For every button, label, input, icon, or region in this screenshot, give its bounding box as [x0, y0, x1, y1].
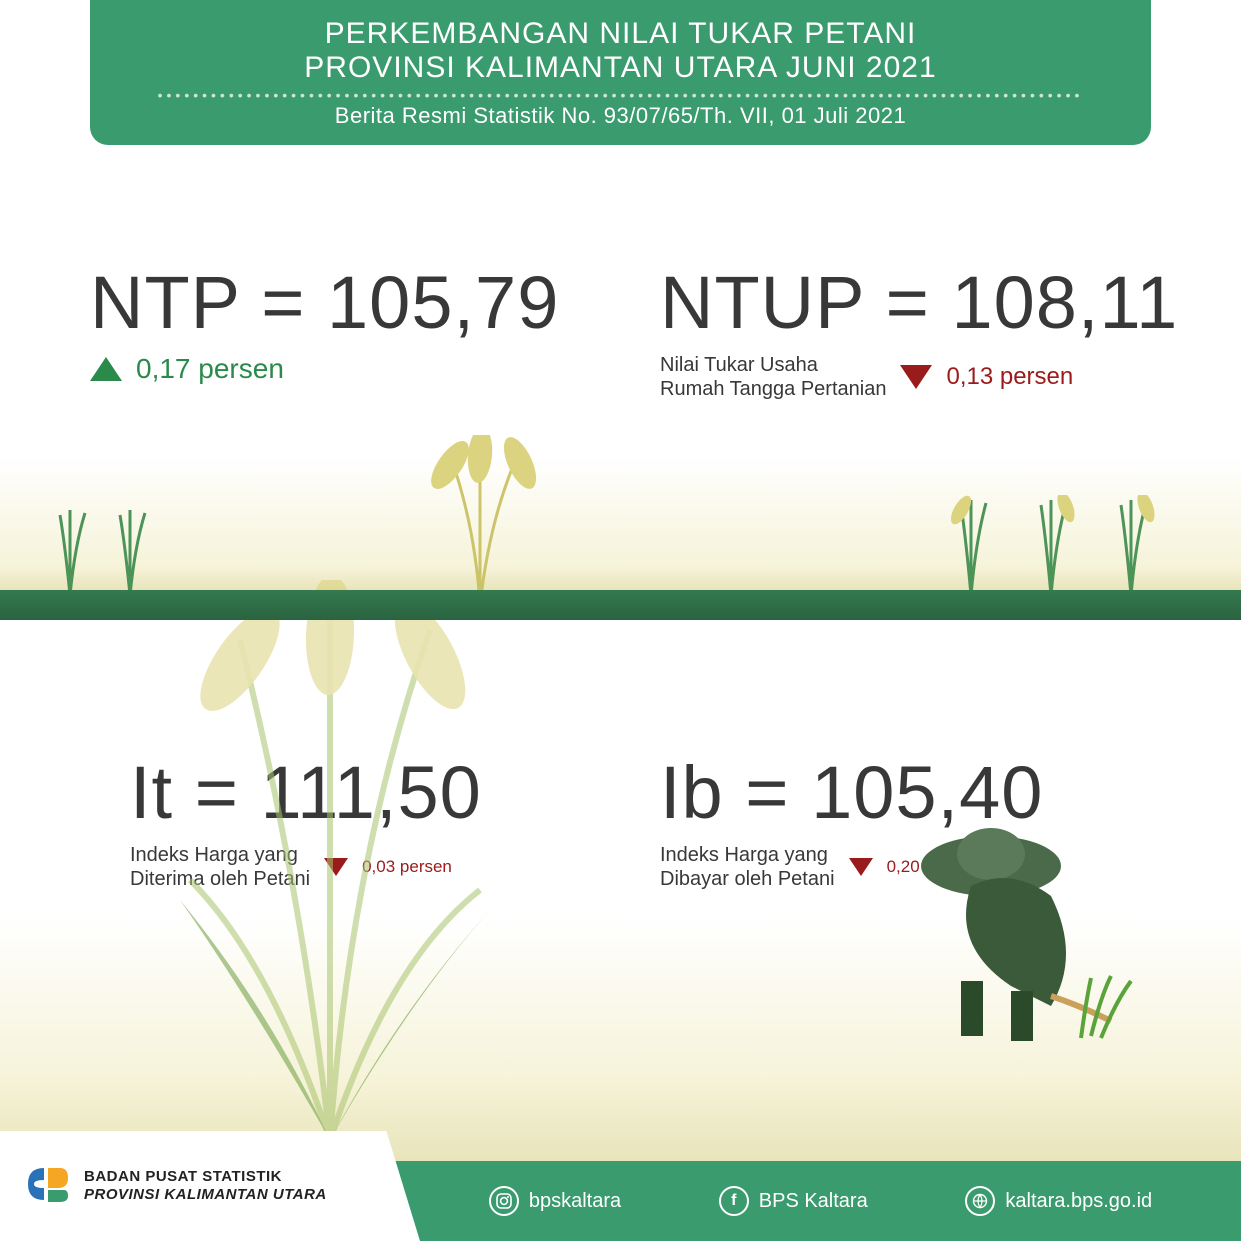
metric-ntup-change-text: 0,13 persen	[946, 363, 1073, 391]
metric-ib-description: Indeks Harga yang Dibayar oleh Petani	[660, 843, 835, 891]
metric-ntp-label: NTP	[90, 261, 240, 344]
triangle-up-icon	[90, 357, 122, 381]
lower-section: It = 111,50 Indeks Harga yang Diterima o…	[0, 620, 1241, 1161]
metric-ntup-desc-line1: Nilai Tukar Usaha	[660, 353, 886, 377]
farmer-illustration	[901, 806, 1161, 1071]
social-instagram: bpskaltara	[489, 1186, 621, 1216]
metric-ntp: NTP = 105,79 0,17 persen	[90, 260, 559, 385]
metric-ntup-value: 108,11	[951, 261, 1178, 344]
metric-ntup-description: Nilai Tukar Usaha Rumah Tangga Pertanian	[660, 353, 886, 401]
metric-ntup-label: NTUP	[660, 261, 864, 344]
social-instagram-label: bpskaltara	[529, 1190, 621, 1213]
rice-clump-right	[931, 495, 1211, 595]
header-title-line2: PROVINSI KALIMANTAN UTARA JUNI 2021	[110, 51, 1131, 85]
metric-ib-label: Ib	[660, 751, 724, 834]
social-facebook-label: BPS Kaltara	[759, 1190, 868, 1213]
ground-stripe	[0, 590, 1241, 620]
triangle-down-icon	[849, 858, 873, 876]
footer-org-line2: PROVINSI KALIMANTAN UTARA	[84, 1186, 327, 1204]
upper-section: NTP = 105,79 0,17 persen NTUP = 108,11 N…	[0, 145, 1241, 590]
metric-ntp-heading: NTP = 105,79	[90, 260, 559, 345]
bps-logo-icon	[20, 1158, 72, 1215]
header-divider-dots: ••••••••••••••••••••••••••••••••••••••••…	[110, 91, 1131, 99]
metric-ntup-change: Nilai Tukar Usaha Rumah Tangga Pertanian…	[660, 353, 1178, 401]
rice-plant-large	[150, 580, 510, 1140]
metric-ntp-change: 0,17 persen	[90, 353, 559, 385]
metric-ntp-change-text: 0,17 persen	[136, 353, 284, 385]
footer-org-text: BADAN PUSAT STATISTIK PROVINSI KALIMANTA…	[84, 1168, 327, 1204]
facebook-icon: f	[719, 1186, 749, 1216]
header-subtitle: Berita Resmi Statistik No. 93/07/65/Th. …	[110, 103, 1131, 129]
metric-ib-desc-line2: Dibayar oleh Petani	[660, 867, 835, 891]
header-banner: PERKEMBANGAN NILAI TUKAR PETANI PROVINSI…	[90, 0, 1151, 145]
instagram-icon	[489, 1186, 519, 1216]
header-title-line1: PERKEMBANGAN NILAI TUKAR PETANI	[110, 17, 1131, 51]
metric-ntp-value: 105,79	[327, 261, 559, 344]
footer-org-block: BADAN PUSAT STATISTIK PROVINSI KALIMANTA…	[0, 1131, 420, 1241]
social-facebook: f BPS Kaltara	[719, 1186, 868, 1216]
social-web: kaltara.bps.go.id	[965, 1186, 1152, 1216]
footer-org-line1: BADAN PUSAT STATISTIK	[84, 1168, 327, 1186]
metric-ntup-heading: NTUP = 108,11	[660, 260, 1178, 345]
metric-ib-desc-line1: Indeks Harga yang	[660, 843, 835, 867]
footer-socials: bpskaltara f BPS Kaltara kaltara.bps.go.…	[440, 1161, 1201, 1241]
globe-icon	[965, 1186, 995, 1216]
metric-ntup: NTUP = 108,11 Nilai Tukar Usaha Rumah Ta…	[660, 260, 1178, 401]
triangle-down-icon	[900, 365, 932, 389]
social-web-label: kaltara.bps.go.id	[1005, 1190, 1152, 1213]
metric-ntup-desc-line2: Rumah Tangga Pertanian	[660, 377, 886, 401]
